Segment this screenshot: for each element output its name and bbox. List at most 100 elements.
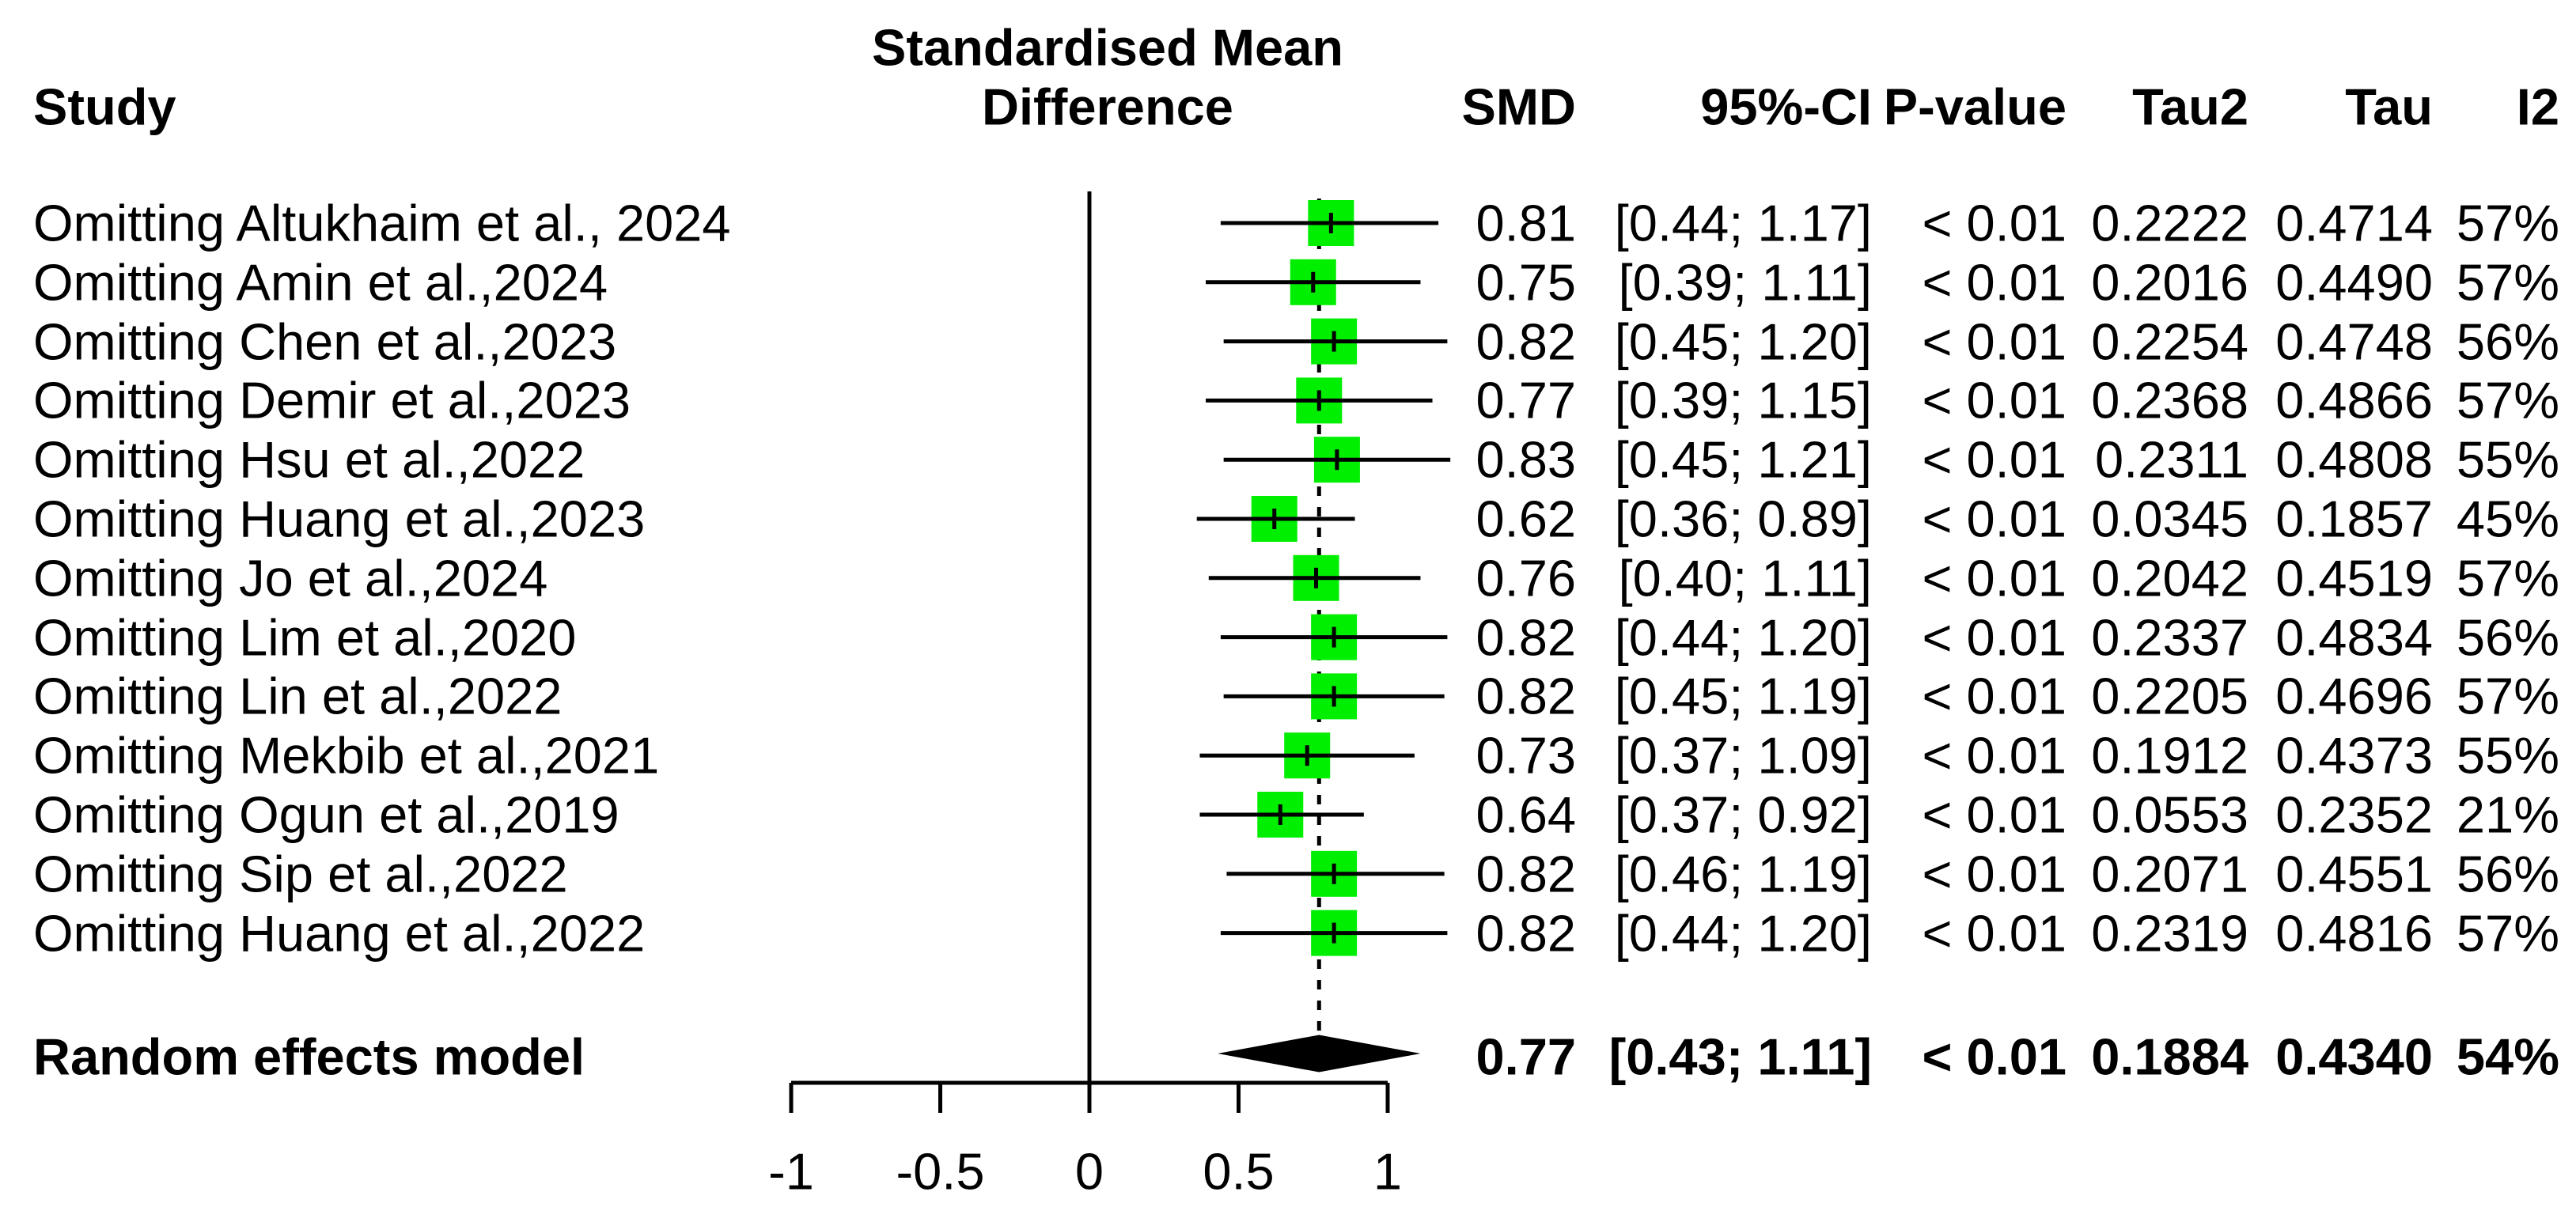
x-axis-tick-label: 1	[1373, 1142, 1403, 1201]
row-smd-value: 0.76	[1476, 549, 1576, 607]
row-tau-value: 0.4748	[2275, 312, 2433, 371]
row-study-label: Omitting Mekbib et al.,2021	[33, 726, 660, 785]
row-study-label: Omitting Huang et al.,2023	[33, 490, 646, 548]
row-tau-value: 0.4834	[2275, 608, 2433, 667]
row-ci-value: [0.45; 1.19]	[1614, 667, 1872, 725]
row-tau2-value: 0.2016	[2091, 253, 2248, 312]
row-pvalue: < 0.01	[1922, 253, 2066, 312]
row-pvalue: < 0.01	[1922, 904, 2066, 963]
row-study-label: Omitting Altukhaim et al., 2024	[33, 194, 731, 252]
row-tau2-value: 0.2205	[2091, 667, 2248, 725]
row-ci-value: [0.37; 1.09]	[1614, 726, 1872, 785]
row-tau-value: 0.4373	[2275, 726, 2433, 785]
row-pvalue: < 0.01	[1922, 726, 2066, 785]
row-ci-value: [0.36; 0.89]	[1614, 490, 1872, 548]
row-tau-value: 0.4490	[2275, 253, 2433, 312]
row-study-label: Omitting Jo et al.,2024	[33, 549, 548, 607]
x-axis-tick-label: 0	[1074, 1142, 1104, 1201]
row-pvalue: < 0.01	[1922, 667, 2066, 725]
row-tau2-value: 0.2368	[2091, 371, 2248, 429]
row-tau-value: 0.1857	[2275, 490, 2433, 548]
column-header-tau: Tau	[2345, 78, 2433, 136]
column-header-smd: SMD	[1461, 78, 1576, 136]
row-study-label: Omitting Chen et al.,2023	[33, 312, 617, 371]
row-i2-value: 56%	[2456, 608, 2559, 667]
row-tau-value: 0.4808	[2275, 430, 2433, 489]
x-axis-tick-label: 0.5	[1203, 1142, 1275, 1201]
row-i2-value: 57%	[2456, 549, 2559, 607]
row-tau-value: 0.4816	[2275, 904, 2433, 963]
summary-row-i2-value: 54%	[2456, 1027, 2559, 1086]
row-i2-value: 55%	[2456, 726, 2559, 785]
row-study-label: Omitting Amin et al.,2024	[33, 253, 608, 312]
row-tau-value: 0.2352	[2275, 785, 2433, 844]
row-study-label: Omitting Lim et al.,2020	[33, 608, 577, 667]
row-tau-value: 0.4551	[2275, 845, 2433, 903]
row-pvalue: < 0.01	[1922, 785, 2066, 844]
row-study-label: Omitting Lin et al.,2022	[33, 667, 563, 725]
row-smd-value: 0.82	[1476, 312, 1576, 371]
row-smd-value: 0.82	[1476, 904, 1576, 963]
row-pvalue: < 0.01	[1922, 371, 2066, 429]
row-pvalue: < 0.01	[1922, 194, 2066, 252]
row-smd-value: 0.75	[1476, 253, 1576, 312]
row-tau-value: 0.4714	[2275, 194, 2433, 252]
row-i2-value: 45%	[2456, 490, 2559, 548]
row-tau2-value: 0.2337	[2091, 608, 2248, 667]
summary-row-tau-value: 0.4340	[2275, 1027, 2433, 1086]
row-ci-value: [0.44; 1.17]	[1614, 194, 1872, 252]
row-tau2-value: 0.2254	[2091, 312, 2248, 371]
row-ci-value: [0.45; 1.21]	[1614, 430, 1872, 489]
summary-row-study-label: Random effects model	[33, 1027, 585, 1086]
row-i2-value: 57%	[2456, 371, 2559, 429]
row-tau2-value: 0.2319	[2091, 904, 2248, 963]
summary-diamond	[1218, 1035, 1421, 1073]
row-pvalue: < 0.01	[1922, 430, 2066, 489]
row-pvalue: < 0.01	[1922, 312, 2066, 371]
row-tau2-value: 0.1912	[2091, 726, 2248, 785]
row-ci-value: [0.40; 1.11]	[1618, 549, 1872, 607]
row-study-label: Omitting Huang et al.,2022	[33, 904, 646, 963]
summary-row-tau2-value: 0.1884	[2091, 1027, 2248, 1086]
row-i2-value: 57%	[2456, 253, 2559, 312]
row-ci-value: [0.45; 1.20]	[1614, 312, 1872, 371]
row-pvalue: < 0.01	[1922, 490, 2066, 548]
column-header-ci: 95%-CI	[1700, 78, 1872, 136]
row-i2-value: 21%	[2456, 785, 2559, 844]
row-tau2-value: 0.2311	[2095, 430, 2248, 489]
column-header-pvalue: P-value	[1883, 78, 2066, 136]
column-header-study: Study	[33, 78, 176, 136]
column-header-i2: I2	[2516, 78, 2559, 136]
row-smd-value: 0.62	[1476, 490, 1576, 548]
row-tau2-value: 0.2222	[2091, 194, 2248, 252]
row-smd-value: 0.82	[1476, 845, 1576, 903]
row-study-label: Omitting Ogun et al.,2019	[33, 785, 619, 844]
row-ci-value: [0.44; 1.20]	[1614, 904, 1872, 963]
row-i2-value: 56%	[2456, 845, 2559, 903]
row-tau2-value: 0.0553	[2091, 785, 2248, 844]
row-ci-value: [0.44; 1.20]	[1614, 608, 1872, 667]
row-ci-value: [0.39; 1.15]	[1614, 371, 1872, 429]
row-i2-value: 57%	[2456, 194, 2559, 252]
row-i2-value: 55%	[2456, 430, 2559, 489]
row-tau2-value: 0.0345	[2091, 490, 2248, 548]
column-header-tau2: Tau2	[2132, 78, 2248, 136]
row-ci-value: [0.37; 0.92]	[1614, 785, 1872, 844]
summary-row-ci-value: [0.43; 1.11]	[1608, 1027, 1872, 1086]
row-smd-value: 0.83	[1476, 430, 1576, 489]
plot-title-line1: Standardised Mean	[872, 18, 1343, 77]
row-pvalue: < 0.01	[1922, 549, 2066, 607]
summary-row-pvalue: < 0.01	[1922, 1027, 2066, 1086]
row-smd-value: 0.82	[1476, 667, 1576, 725]
row-study-label: Omitting Sip et al.,2022	[33, 845, 568, 903]
row-pvalue: < 0.01	[1922, 845, 2066, 903]
row-pvalue: < 0.01	[1922, 608, 2066, 667]
row-i2-value: 57%	[2456, 904, 2559, 963]
x-axis-tick-label: -1	[768, 1142, 814, 1201]
row-smd-value: 0.82	[1476, 608, 1576, 667]
row-i2-value: 57%	[2456, 667, 2559, 725]
summary-row-smd-value: 0.77	[1476, 1027, 1576, 1086]
row-study-label: Omitting Demir et al.,2023	[33, 371, 631, 429]
